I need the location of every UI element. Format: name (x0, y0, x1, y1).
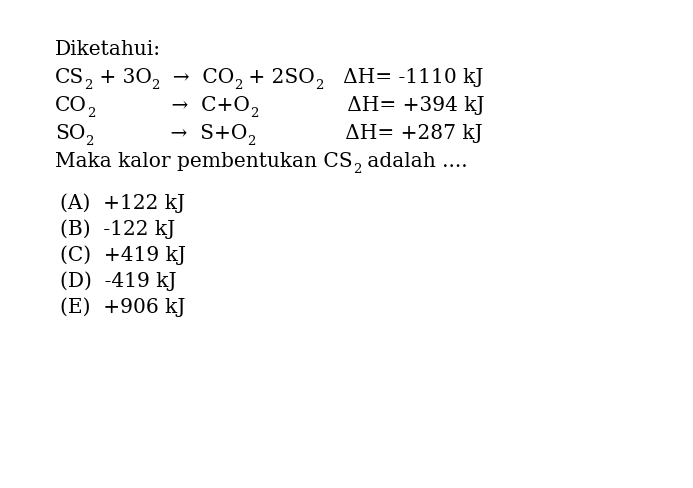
Text: 2: 2 (234, 79, 243, 92)
Text: + 3O: + 3O (93, 68, 152, 87)
Text: (B)  -122 kJ: (B) -122 kJ (60, 219, 175, 239)
Text: 2: 2 (152, 79, 160, 92)
Text: Diketahui:: Diketahui: (55, 40, 161, 59)
Text: →  CO: → CO (160, 68, 234, 87)
Text: 2: 2 (353, 163, 361, 176)
Text: adalah ....: adalah .... (361, 152, 468, 171)
Text: 2: 2 (85, 79, 93, 92)
Text: (C)  +419 kJ: (C) +419 kJ (60, 245, 186, 265)
Text: 2: 2 (247, 135, 256, 148)
Text: + 2SO: + 2SO (243, 68, 315, 87)
Text: 2: 2 (87, 107, 95, 120)
Text: ΔH= +394 kJ: ΔH= +394 kJ (258, 96, 485, 115)
Text: (D)  -419 kJ: (D) -419 kJ (60, 271, 177, 291)
Text: SO: SO (55, 124, 85, 143)
Text: 2: 2 (250, 107, 258, 120)
Text: CS: CS (55, 68, 85, 87)
Text: ΔH= +287 kJ: ΔH= +287 kJ (256, 124, 482, 143)
Text: (E)  +906 kJ: (E) +906 kJ (60, 297, 185, 317)
Text: →  C+O: → C+O (95, 96, 250, 115)
Text: ΔH= -1110 kJ: ΔH= -1110 kJ (324, 68, 483, 87)
Text: (A)  +122 kJ: (A) +122 kJ (60, 193, 185, 213)
Text: 2: 2 (315, 79, 324, 92)
Text: 2: 2 (85, 135, 94, 148)
Text: →  S+O: → S+O (94, 124, 247, 143)
Text: Maka kalor pembentukan CS: Maka kalor pembentukan CS (55, 152, 353, 171)
Text: CO: CO (55, 96, 87, 115)
